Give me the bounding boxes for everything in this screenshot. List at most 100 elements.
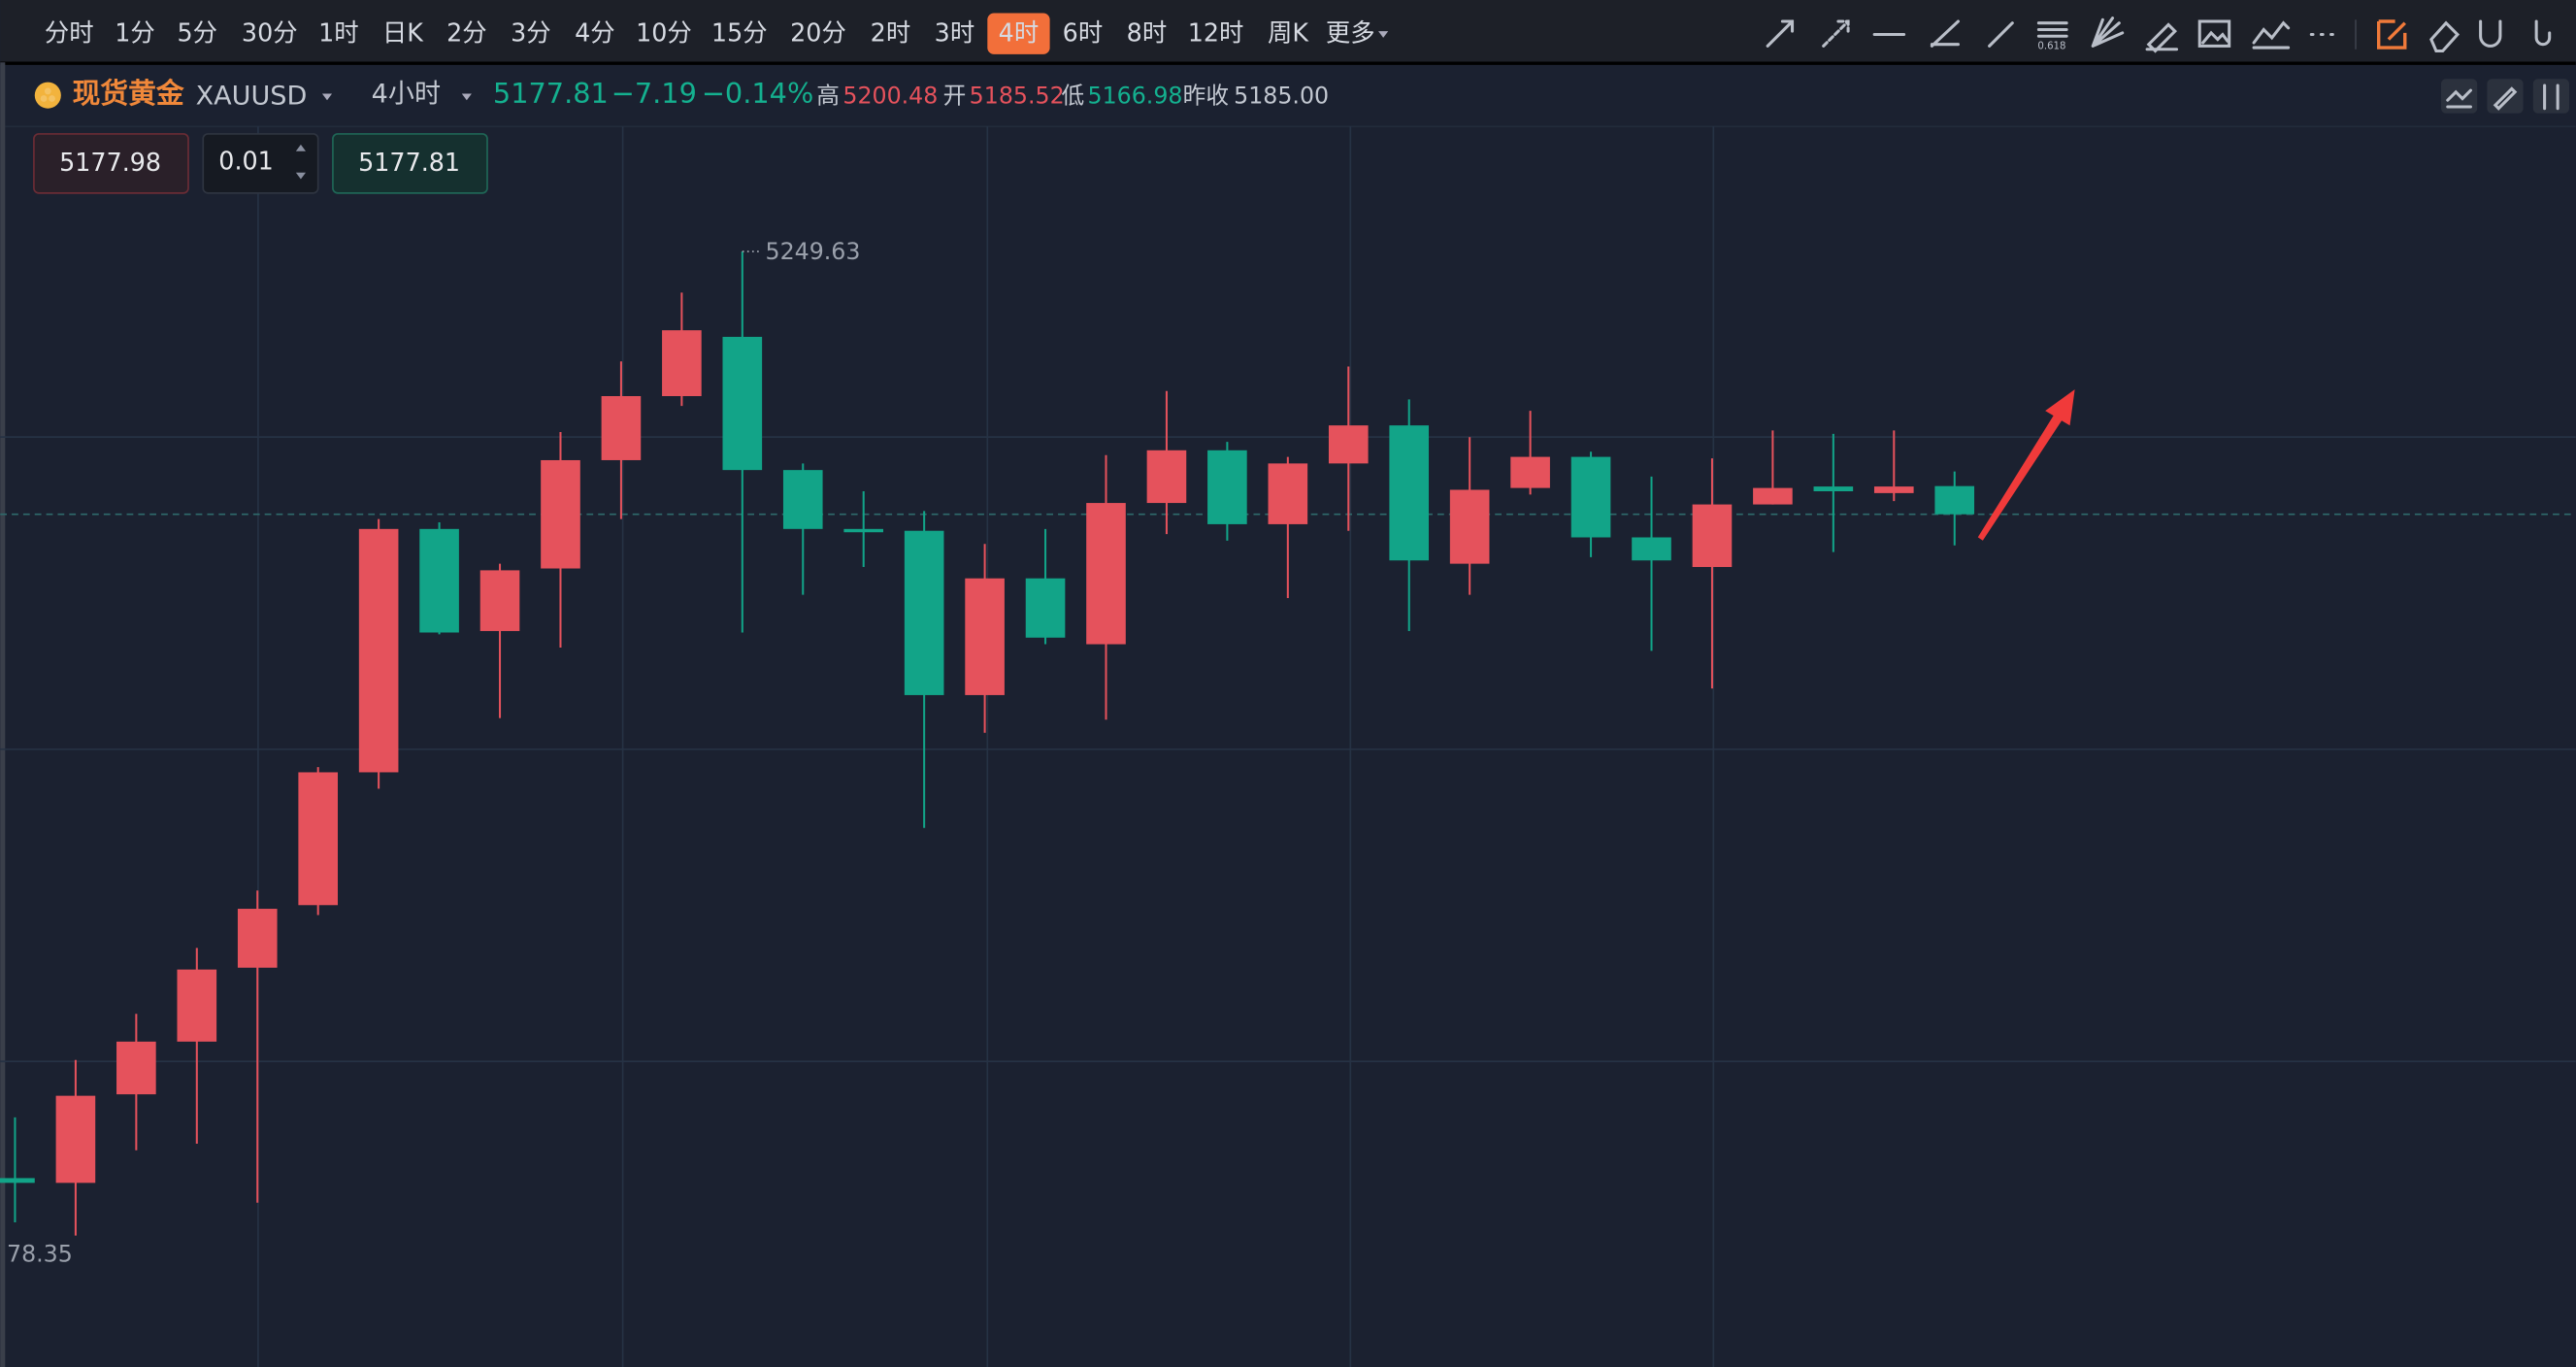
candle-body (237, 909, 278, 968)
candle-body (662, 330, 702, 397)
candle-body (1934, 485, 1975, 515)
timeframe[interactable]: 12时 (1188, 18, 1244, 48)
tool-arrow[interactable] (1766, 19, 1795, 48)
timeframe[interactable]: 4时 (999, 18, 1040, 48)
candle-body (1510, 456, 1550, 488)
candle-body (541, 459, 580, 569)
prev-close-value: 5185.00 (1234, 82, 1329, 109)
candle-body (479, 570, 520, 631)
high-value: 5200.48 (842, 82, 938, 109)
open-label: 开 (943, 82, 967, 109)
candle-body (1753, 487, 1793, 505)
candle-body (782, 470, 823, 529)
timeframe[interactable]: 10分 (636, 18, 692, 48)
chart-style-buttons[interactable] (2441, 79, 2569, 114)
candle-body (1207, 450, 1247, 524)
timeframe[interactable]: 1时 (318, 18, 359, 48)
timeframe[interactable]: 日K (382, 18, 424, 48)
tool-fan[interactable] (2091, 17, 2125, 48)
candle-body (177, 969, 217, 1042)
open-value: 5185.52 (970, 82, 1065, 109)
candle-body (1632, 537, 1671, 561)
candle-body (419, 528, 459, 633)
timeframe[interactable]: 周K (1268, 18, 1309, 48)
timeframe[interactable]: 3分 (511, 18, 551, 48)
symbol-code[interactable]: XAUUSD (196, 81, 308, 111)
timeframe[interactable]: 3时 (935, 18, 975, 48)
candle-body (0, 1178, 35, 1184)
tool-brush[interactable] (2145, 22, 2179, 53)
volume-box[interactable] (202, 133, 319, 194)
period[interactable]: 4小时 (372, 80, 441, 110)
candle-body (1328, 425, 1369, 464)
candle-body (358, 528, 399, 773)
symbol-icon-dot (40, 95, 48, 102)
candle-body (1268, 463, 1308, 524)
timeframe[interactable]: 6时 (1063, 18, 1104, 48)
style-button-glyph[interactable] (2543, 83, 2559, 111)
tool-pen[interactable] (1988, 21, 2014, 48)
tool-lock[interactable] (2534, 19, 2552, 47)
sell-box[interactable] (33, 133, 189, 194)
symbol-icon (34, 82, 61, 109)
dropdown-caret[interactable] (1378, 31, 1389, 38)
tool-trend[interactable] (2252, 20, 2291, 50)
tool-edit[interactable] (2377, 19, 2407, 50)
symbol-name[interactable]: 现货黄金 (73, 77, 184, 110)
timeframe[interactable]: 20分 (790, 18, 846, 48)
timeframe-bar[interactable]: 分时 1分 5分 30分 1时 日K 2分 3分 4分 10分 15分 20分 2时 3时 4时 6时 8时 12… (45, 13, 1389, 54)
tool-segment[interactable] (1930, 19, 1960, 48)
change: −7.19 (611, 77, 697, 110)
drawing-tools[interactable]: 0.618 (1766, 17, 2552, 53)
buy-price[interactable]: 5177.81 (358, 148, 460, 177)
high-label: 高 (816, 82, 840, 109)
candle-body (965, 578, 1005, 695)
candle-body (1813, 486, 1854, 492)
max-label: 5249.63 (766, 238, 861, 265)
timeframe[interactable]: 2时 (871, 18, 911, 48)
toolbar-bar (0, 0, 2576, 63)
buy-box[interactable] (332, 133, 488, 194)
tool-fib-label[interactable]: 0.618 (2037, 41, 2065, 51)
candle-body (904, 530, 944, 695)
timeframe[interactable]: 30分 (242, 18, 298, 48)
timeframe[interactable]: 5分 (178, 18, 218, 48)
timeframe[interactable]: 1分 (115, 18, 155, 48)
candle-body (601, 396, 642, 460)
dropdown-caret (321, 93, 333, 101)
tool-image-glyph[interactable] (2201, 30, 2229, 45)
tool-fib[interactable] (2036, 21, 2068, 38)
sell-price[interactable]: 5177.98 (59, 148, 161, 177)
style-button-glyph[interactable] (2446, 88, 2472, 109)
candle-body (1449, 489, 1490, 564)
candle-body (1873, 486, 1914, 493)
prev-close-label: 昨收 (1183, 82, 1229, 109)
timeframe-active[interactable] (987, 13, 1050, 54)
volume[interactable]: 0.01 (218, 147, 273, 176)
tool-ray[interactable] (1822, 19, 1850, 48)
timeframe[interactable]: 15分 (711, 18, 768, 48)
min-label: 78.35 (7, 1240, 73, 1267)
timeframe[interactable]: 更多 (1326, 18, 1375, 48)
symbol-icon-dot (44, 87, 51, 95)
style-button-glyph[interactable] (2493, 86, 2518, 111)
change-percent: −0.14% (702, 77, 813, 110)
candle-body (1086, 503, 1126, 645)
timeframe[interactable]: 8时 (1127, 18, 1168, 48)
low-value: 5166.98 (1088, 82, 1183, 109)
annotation-arrow (1977, 389, 2075, 541)
candle-body (1570, 456, 1611, 538)
tool-image[interactable] (2197, 19, 2231, 48)
tool-magnet[interactable] (2479, 19, 2502, 48)
price: 5177.81 (493, 77, 609, 110)
tool-eraser[interactable] (2429, 20, 2460, 52)
timeframe[interactable]: 分时 (45, 18, 94, 48)
candle-body (1389, 425, 1430, 561)
candle-body (722, 336, 763, 471)
style-button[interactable] (2532, 79, 2569, 114)
timeframe[interactable]: 2分 (446, 18, 487, 48)
candle-body (55, 1095, 96, 1184)
timeframe[interactable]: 4分 (575, 18, 615, 48)
low-label: 低 (1061, 82, 1084, 109)
